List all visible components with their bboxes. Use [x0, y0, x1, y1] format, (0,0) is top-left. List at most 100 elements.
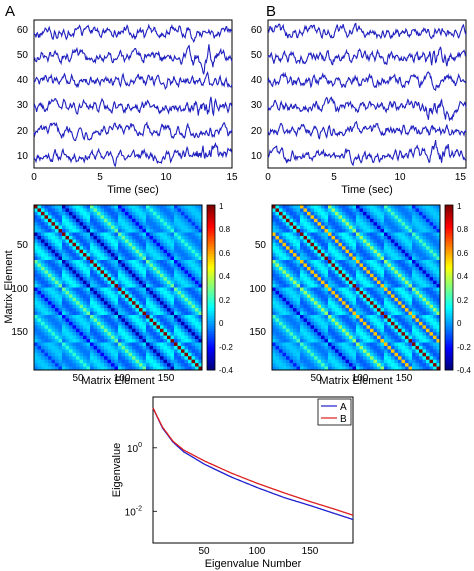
- matrix-cell: [121, 249, 126, 254]
- matrix-cell: [387, 235, 392, 240]
- matrix-cell: [433, 352, 437, 357]
- matrix-cell: [132, 211, 136, 216]
- matrix-cell: [391, 359, 395, 364]
- matrix-cell: [48, 205, 52, 209]
- ts-a-xlabel: Time (sec): [107, 184, 159, 196]
- matrix-cell: [363, 205, 367, 209]
- matrix-cell: [97, 352, 101, 357]
- matrix-cell: [415, 321, 420, 326]
- matrix-cell: [37, 266, 42, 271]
- matrix-cell: [177, 256, 182, 261]
- matrix-cell: [363, 345, 367, 350]
- matrix-cell: [86, 205, 91, 209]
- mat-a-xtick-150: 150: [158, 373, 175, 384]
- matrix-cell: [429, 280, 434, 285]
- matrix-cell: [370, 277, 374, 281]
- matrix-cell: [405, 328, 409, 333]
- matrix-cell: [380, 321, 385, 326]
- matrix-cell: [188, 332, 192, 336]
- matrix-cell: [198, 311, 203, 316]
- colorbar-swatch: [445, 297, 453, 301]
- matrix-cell: [380, 239, 385, 244]
- matrix-cell: [293, 366, 297, 371]
- matrix-cell: [142, 311, 147, 316]
- matrix-cell: [359, 239, 364, 244]
- cbar-a-tick-0: 0: [219, 319, 224, 328]
- matrix-cell: [107, 235, 112, 240]
- matrix-cell: [415, 356, 420, 360]
- matrix-cell: [191, 260, 196, 264]
- matrix-cell: [62, 304, 66, 309]
- matrix-cell: [314, 225, 318, 230]
- matrix-cell: [156, 321, 161, 326]
- matrix-cell: [79, 208, 84, 213]
- matrix-cell: [135, 208, 140, 213]
- matrix-cell: [135, 352, 140, 357]
- colorbar-swatch: [207, 305, 215, 309]
- matrix-cell: [100, 225, 105, 230]
- matrix-cell: [34, 284, 38, 288]
- matrix-cell: [370, 205, 374, 209]
- matrix-cell: [149, 318, 154, 323]
- matrix-cell: [34, 242, 38, 247]
- matrix-cell: [272, 256, 276, 261]
- matrix-cell: [104, 239, 108, 244]
- matrix-cell: [86, 349, 91, 354]
- matrix-cell: [272, 345, 276, 350]
- matrix-cell: [377, 222, 381, 226]
- matrix-cell: [93, 280, 98, 285]
- matrix-cell: [163, 263, 168, 268]
- matrix-cell: [324, 235, 329, 240]
- matrix-cell: [412, 284, 416, 288]
- matrix-cell: [415, 280, 420, 285]
- matrix-cell: [104, 297, 108, 302]
- matrix-cell: [86, 332, 91, 336]
- matrix-cell: [114, 332, 119, 336]
- matrix-cell: [349, 205, 353, 209]
- matrix-cell: [289, 311, 294, 316]
- matrix-cell: [426, 229, 430, 233]
- matrix-cell: [198, 222, 203, 226]
- colorbar-swatch: [445, 235, 453, 239]
- matrix-cell: [62, 294, 66, 299]
- matrix-cell: [139, 311, 143, 316]
- matrix-cell: [177, 235, 182, 240]
- matrix-cell: [310, 242, 315, 247]
- matrix-cell: [86, 318, 91, 323]
- matrix-cell: [132, 335, 136, 340]
- matrix-cell: [167, 266, 171, 271]
- matrix-cell: [275, 222, 280, 226]
- matrix-cell: [317, 266, 322, 271]
- matrix-cell: [387, 328, 392, 333]
- matrix-cell: [394, 342, 399, 347]
- matrix-cell: [303, 308, 308, 312]
- matrix-cell: [58, 308, 63, 312]
- matrix-cell: [289, 356, 294, 360]
- matrix-cell: [149, 205, 154, 209]
- matrix-cell: [384, 256, 388, 261]
- matrix-cell: [436, 315, 441, 319]
- matrix-cell: [34, 270, 38, 275]
- colorbar-swatch: [445, 364, 453, 368]
- matrix-cell: [195, 352, 199, 357]
- matrix-cell: [132, 218, 136, 223]
- matrix-cell: [356, 229, 360, 233]
- matrix-cell: [104, 335, 108, 340]
- matrix-cell: [307, 280, 311, 285]
- colorbar-swatch: [207, 230, 215, 234]
- matrix-cell: [90, 301, 94, 305]
- matrix-cell: [373, 242, 378, 247]
- matrix-cell: [384, 318, 388, 323]
- matrix-cell: [377, 246, 381, 250]
- matrix-cell: [114, 280, 119, 285]
- matrix-cell: [331, 235, 336, 240]
- matrix-cell: [191, 263, 196, 268]
- matrix-cell: [433, 208, 437, 213]
- matrix-cell: [272, 211, 276, 216]
- matrix-cell: [422, 211, 427, 216]
- matrix-cell: [163, 339, 168, 343]
- matrix-cell: [198, 242, 203, 247]
- matrix-cell: [48, 294, 52, 299]
- matrix-cell: [146, 321, 150, 326]
- colorbar-swatch: [445, 318, 453, 322]
